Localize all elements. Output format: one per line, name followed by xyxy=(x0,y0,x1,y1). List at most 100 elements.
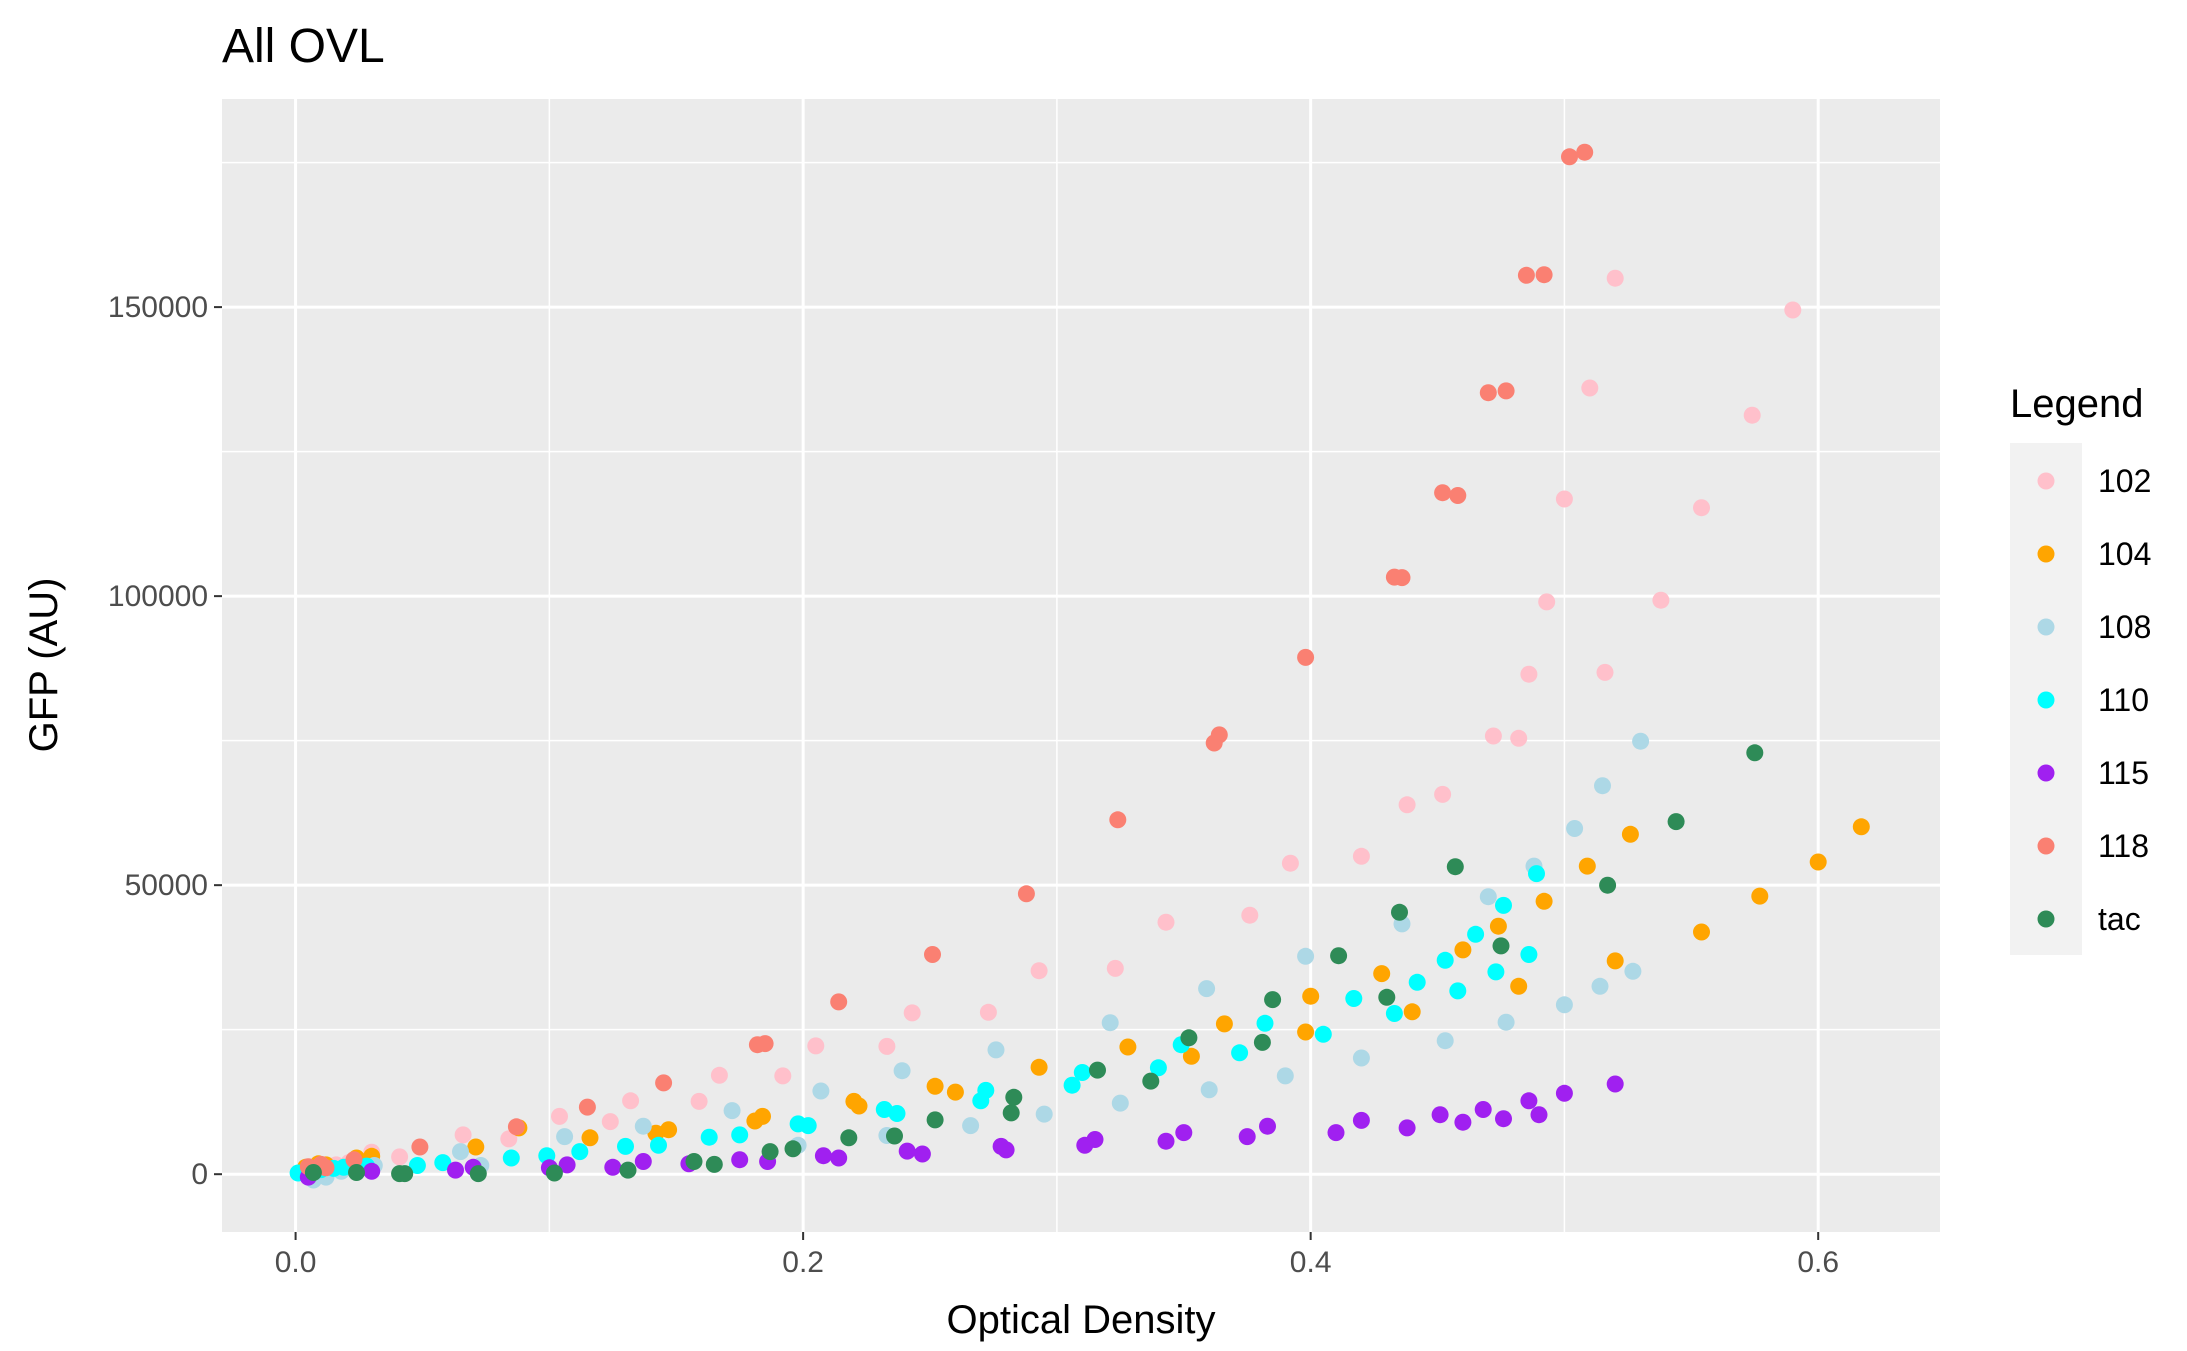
data-point-118 xyxy=(345,1151,363,1169)
data-point-115 xyxy=(1238,1128,1256,1146)
data-point-115 xyxy=(898,1142,916,1160)
data-point-104 xyxy=(926,1077,944,1095)
data-point-tac xyxy=(1378,988,1396,1006)
data-point-108 xyxy=(962,1117,980,1135)
data-point-115 xyxy=(1327,1124,1345,1142)
data-point-115 xyxy=(1530,1106,1548,1124)
data-point-104 xyxy=(1373,965,1391,983)
data-point-115 xyxy=(604,1158,622,1176)
data-point-102 xyxy=(1157,913,1175,931)
legend-key-tac xyxy=(2037,910,2055,928)
data-point-110 xyxy=(888,1105,906,1122)
data-point-tac xyxy=(1330,947,1348,965)
data-point-102 xyxy=(1510,729,1528,747)
data-point-108 xyxy=(1591,977,1609,995)
data-point-102 xyxy=(1555,490,1573,508)
data-point-115 xyxy=(1352,1111,1370,1129)
data-point-104 xyxy=(1751,887,1769,905)
data-point-108 xyxy=(1624,962,1642,980)
data-point-tac xyxy=(1667,813,1685,831)
data-point-104 xyxy=(1403,1003,1421,1021)
data-point-tac xyxy=(1746,744,1764,762)
data-point-102 xyxy=(1241,906,1259,924)
data-point-108 xyxy=(452,1143,469,1161)
data-point-110 xyxy=(1487,963,1505,981)
data-point-118 xyxy=(507,1118,525,1136)
data-point-115 xyxy=(1606,1075,1624,1093)
data-point-108 xyxy=(723,1102,741,1120)
data-point-108 xyxy=(1101,1014,1119,1032)
data-point-102 xyxy=(391,1148,409,1166)
data-point-102 xyxy=(454,1126,472,1144)
data-point-110 xyxy=(1385,1005,1403,1022)
data-point-104 xyxy=(1302,987,1320,1005)
data-point-108 xyxy=(1555,996,1573,1014)
legend: 102 104 108 110 115 118 tac xyxy=(2037,463,2151,937)
data-point-110 xyxy=(1436,951,1454,969)
data-point-110 xyxy=(1063,1076,1081,1094)
data-point-115 xyxy=(363,1162,381,1180)
data-point-104 xyxy=(660,1121,678,1139)
data-point-tac xyxy=(545,1164,563,1182)
data-point-110 xyxy=(571,1143,589,1161)
data-point-118 xyxy=(1109,811,1127,829)
data-point-118 xyxy=(1449,487,1467,504)
data-point-102 xyxy=(1652,591,1670,609)
data-point-115 xyxy=(1175,1124,1193,1142)
data-point-110 xyxy=(799,1117,817,1135)
data-point-104 xyxy=(1030,1058,1048,1076)
data-point-102 xyxy=(1281,854,1299,872)
data-point-102 xyxy=(807,1037,825,1055)
legend-key-102 xyxy=(2037,472,2055,490)
data-point-tac xyxy=(705,1155,723,1173)
data-point-108 xyxy=(1352,1049,1370,1067)
data-point-102 xyxy=(690,1092,708,1110)
data-point-108 xyxy=(1632,732,1650,750)
data-point-115 xyxy=(913,1145,931,1163)
data-point-102 xyxy=(903,1004,921,1022)
data-point-tac xyxy=(1005,1088,1023,1106)
data-point-tac xyxy=(1089,1061,1106,1079)
data-point-115 xyxy=(1474,1101,1492,1118)
data-point-104 xyxy=(850,1097,868,1115)
data-point-108 xyxy=(812,1082,830,1100)
data-point-115 xyxy=(1398,1119,1416,1137)
data-point-tac xyxy=(304,1164,322,1181)
data-point-104 xyxy=(1510,977,1528,995)
data-point-115 xyxy=(1086,1131,1104,1148)
data-point-tac xyxy=(784,1140,802,1158)
y-tick-label: 150000 xyxy=(108,291,208,324)
data-point-tac xyxy=(1446,858,1464,876)
data-point-115 xyxy=(1454,1113,1472,1131)
data-point-118 xyxy=(1561,148,1578,166)
x-tick-label: 0.2 xyxy=(782,1246,824,1279)
data-point-tac xyxy=(886,1127,903,1145)
data-point-118 xyxy=(1434,484,1452,502)
data-point-102 xyxy=(1434,785,1452,803)
legend-label-118: 118 xyxy=(2098,828,2149,864)
data-point-104 xyxy=(1454,941,1472,959)
legend-label-110: 110 xyxy=(2098,682,2149,718)
data-point-tac xyxy=(761,1143,779,1161)
data-point-108 xyxy=(1297,947,1315,965)
data-point-118 xyxy=(655,1074,673,1092)
data-point-118 xyxy=(578,1098,596,1116)
data-point-104 xyxy=(581,1129,599,1147)
data-point-102 xyxy=(1352,847,1370,865)
data-point-102 xyxy=(1743,406,1761,424)
data-point-110 xyxy=(1467,925,1485,943)
data-point-110 xyxy=(434,1154,452,1172)
data-point-tac xyxy=(348,1164,365,1181)
data-point-118 xyxy=(924,946,941,963)
y-tick-label: 100000 xyxy=(108,580,208,613)
x-tick-label: 0.0 xyxy=(275,1246,317,1279)
data-point-108 xyxy=(1200,1081,1218,1099)
data-point-102 xyxy=(1596,663,1614,681)
data-point-110 xyxy=(408,1157,426,1174)
data-point-115 xyxy=(1555,1084,1573,1102)
data-point-118 xyxy=(1479,384,1497,402)
data-point-108 xyxy=(1566,820,1584,837)
data-point-102 xyxy=(878,1037,896,1055)
data-point-104 xyxy=(1809,853,1827,871)
data-point-110 xyxy=(1256,1014,1274,1032)
